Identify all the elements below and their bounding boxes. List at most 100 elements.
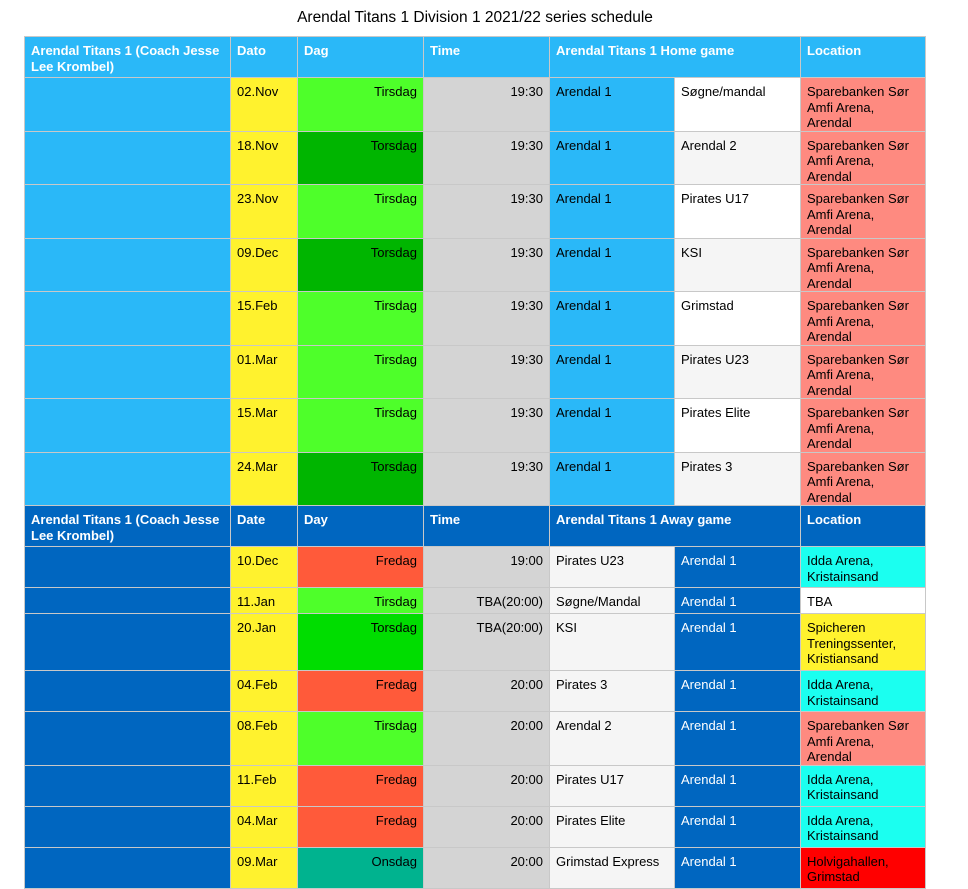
team-cell [24,344,231,399]
team-cell [24,587,231,614]
location-cell: Sparebanken Sør Amfi Arena, Arendal [800,398,926,453]
home-header-location: Location [800,36,926,78]
team-cell [24,451,231,506]
time-cell: 20:00 [423,711,550,766]
team-cell [24,398,231,453]
team-cell [24,237,231,292]
table-row: 10.Dec Fredag 19:00 Pirates U23 Arendal 1 Idd… [24,546,926,588]
home-team-cell: Pirates U17 [549,764,675,807]
home-team-cell: Grimstad Express [549,846,675,889]
location-cell: Idda Arena, Kristainsand [800,546,926,588]
time-cell: 19:30 [423,237,550,292]
location-cell: Holvigahallen, Grimstad [800,846,926,889]
away-team-cell: Arendal 1 [674,846,801,889]
away-team-cell: Arendal 1 [674,805,801,848]
day-cell: Tirsdag [297,77,424,132]
home-team-cell: Pirates U23 [549,546,675,588]
location-cell: Idda Arena, Kristainsand [800,805,926,848]
date-cell: 18.Nov [230,130,298,185]
home-header-game: Arendal Titans 1 Home game [549,36,801,78]
home-header-team: Arendal Titans 1 (Coach Jesse Lee Krombe… [24,36,231,78]
away-team-cell: Grimstad [674,291,801,346]
away-team-cell: Pirates Elite [674,398,801,453]
table-row: 15.Feb Tirsdag 19:30 Arendal 1 Grimstad Spare… [24,291,926,346]
location-cell: Idda Arena, Kristainsand [800,764,926,807]
team-cell [24,670,231,712]
team-cell [24,546,231,588]
away-team-cell: KSI [674,237,801,292]
team-cell [24,711,231,766]
table-row: 09.Mar Onsdag 20:00 Grimstad Express Arendal… [24,846,926,889]
day-cell: Fredag [297,805,424,848]
team-cell [24,184,231,239]
time-cell: 19:30 [423,451,550,506]
team-cell [24,805,231,848]
time-cell: TBA(20:00) [423,587,550,614]
team-cell [24,613,231,671]
date-cell: 15.Mar [230,398,298,453]
location-cell: Sparebanken Sør Amfi Arena, Arendal [800,344,926,399]
away-team-cell: Arendal 1 [674,546,801,588]
away-team-cell: Pirates U17 [674,184,801,239]
date-cell: 20.Jan [230,613,298,671]
day-cell: Onsdag [297,846,424,889]
day-cell: Tirsdag [297,587,424,614]
home-team-cell: Pirates 3 [549,670,675,712]
day-cell: Tirsdag [297,184,424,239]
home-team-cell: Arendal 1 [549,130,675,185]
home-team-cell: Arendal 1 [549,77,675,132]
away-team-cell: Pirates 3 [674,451,801,506]
table-row: 01.Mar Tirsdag 19:30 Arendal 1 Pirates U23 Sp… [24,344,926,399]
time-cell: 19:00 [423,546,550,588]
date-cell: 08.Feb [230,711,298,766]
away-header-row: Arendal Titans 1 (Coach Jesse Lee Krombe… [24,505,926,547]
time-cell: 20:00 [423,764,550,807]
table-row: 08.Feb Tirsdag 20:00 Arendal 2 Arendal 1 Spar… [24,711,926,766]
table-row: 09.Dec Torsdag 19:30 Arendal 1 KSI Sparebanke… [24,237,926,292]
time-cell: 20:00 [423,846,550,889]
away-header-team: Arendal Titans 1 (Coach Jesse Lee Krombe… [24,505,231,547]
away-team-cell: Arendal 1 [674,764,801,807]
date-cell: 02.Nov [230,77,298,132]
home-header-date: Dato [230,36,298,78]
team-cell [24,764,231,807]
away-games-section: Arendal Titans 1 (Coach Jesse Lee Krombe… [24,505,926,889]
time-cell: 19:30 [423,77,550,132]
day-cell: Tirsdag [297,398,424,453]
away-team-cell: Arendal 1 [674,670,801,712]
away-team-cell: Pirates U23 [674,344,801,399]
time-cell: 20:00 [423,805,550,848]
team-cell [24,291,231,346]
table-row: 15.Mar Tirsdag 19:30 Arendal 1 Pirates Elite… [24,398,926,453]
home-team-cell: Arendal 1 [549,184,675,239]
location-cell: Idda Arena, Kristainsand [800,670,926,712]
away-team-cell: Arendal 1 [674,613,801,671]
time-cell: 19:30 [423,398,550,453]
location-cell: Sparebanken Sør Amfi Arena, Arendal [800,77,926,132]
table-row: 20.Jan Torsdag TBA(20:00) KSI Arendal 1 Spich… [24,613,926,671]
home-team-cell: Pirates Elite [549,805,675,848]
home-team-cell: Søgne/Mandal [549,587,675,614]
home-team-cell: Arendal 2 [549,711,675,766]
location-cell: Spicheren Treningssenter, Kristiansand [800,613,926,671]
home-team-cell: Arendal 1 [549,398,675,453]
day-cell: Tirsdag [297,711,424,766]
team-cell [24,130,231,185]
day-cell: Fredag [297,764,424,807]
date-cell: 04.Mar [230,805,298,848]
location-cell: TBA [800,587,926,614]
away-header-location: Location [800,505,926,547]
away-team-cell: Arendal 2 [674,130,801,185]
time-cell: 19:30 [423,130,550,185]
day-cell: Torsdag [297,613,424,671]
home-games-section: Arendal Titans 1 (Coach Jesse Lee Krombe… [24,36,926,506]
day-cell: Tirsdag [297,291,424,346]
day-cell: Fredag [297,670,424,712]
location-cell: Sparebanken Sør Amfi Arena, Arendal [800,291,926,346]
schedule-table: Arendal Titans 1 (Coach Jesse Lee Krombe… [24,36,926,889]
day-cell: Torsdag [297,237,424,292]
table-row: 23.Nov Tirsdag 19:30 Arendal 1 Pirates U17 Sp… [24,184,926,239]
home-header-time: Time [423,36,550,78]
home-team-cell: Arendal 1 [549,344,675,399]
